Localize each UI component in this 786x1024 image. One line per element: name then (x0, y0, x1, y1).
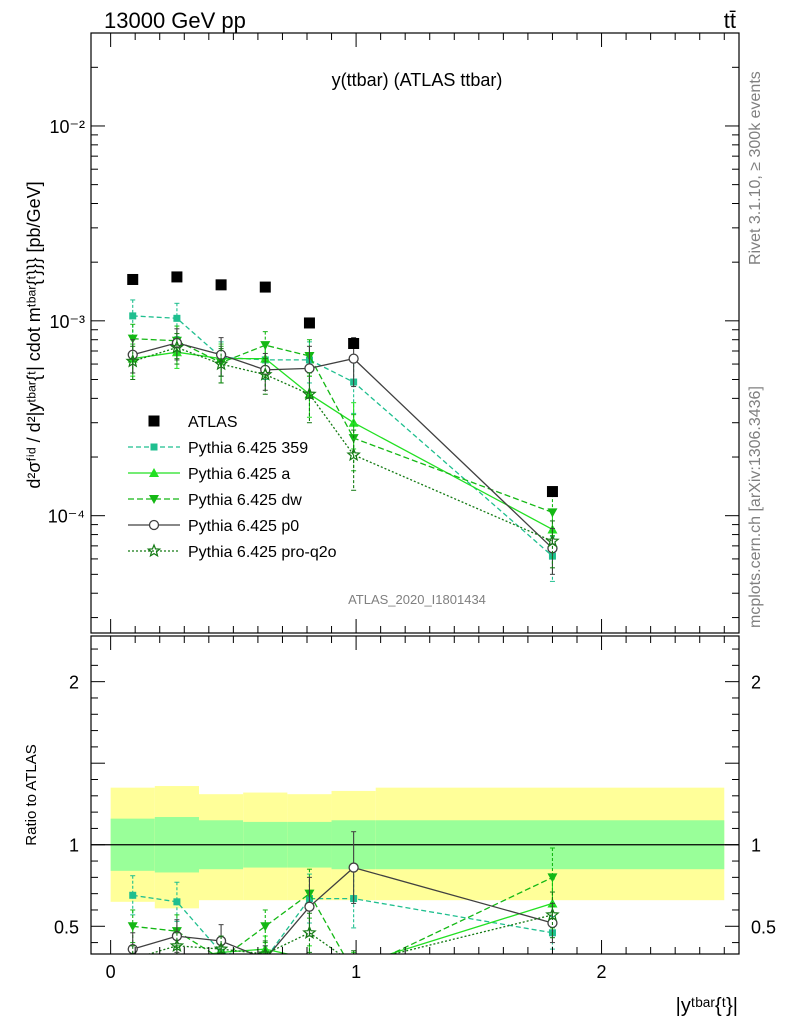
ratio-point (547, 873, 558, 883)
x-tick-label: 2 (597, 962, 607, 982)
y-tick-label: 10⁻³ (49, 312, 85, 332)
main-plot-frame (90, 32, 740, 634)
ratio-point (176, 953, 177, 954)
legend-label: Pythia 6.425 359 (188, 440, 308, 457)
mc-point (348, 353, 359, 364)
ratio-line-4 (146, 914, 553, 954)
ratio-point (304, 901, 315, 912)
ratio-point (348, 862, 359, 873)
mcplots-label: mcplots.cern.ch [arXiv:1306.3436] (747, 386, 764, 628)
header-final-state-label: tt̄ (724, 8, 736, 33)
ratio-point (262, 955, 269, 962)
ratio-point (127, 922, 138, 932)
legend: ATLAS Pythia 6.425 359 Pythia 6.425 a Pythi… (128, 414, 337, 561)
legend-label: Pythia 6.425 pro-q2o (188, 544, 337, 561)
y-tick-label: 10⁻⁴ (48, 507, 85, 527)
x-axis-label: |yᵗᵇᵃʳ{ᵗ}| (676, 995, 738, 1017)
legend-marker (149, 468, 159, 477)
main-plot-panel: 10⁻⁴ 10⁻³ 10⁻² y(ttbar) (ATLAS ttbar) ATLA… (24, 32, 740, 634)
legend-label: Pythia 6.425 dw (188, 492, 302, 509)
mc-point (302, 386, 317, 401)
ratio-plot-panel: 0.5 0.5 1 1 2 2 0 1 2 Ratio to ATLAS |yᵗᵇᵃʳ{ᵗ}| (23, 635, 776, 1017)
analysis-watermark: ATLAS_2020_I1801434 (348, 592, 486, 607)
ratio-y-tick-label-right: 1 (751, 836, 761, 856)
legend-label: Pythia 6.425 p0 (188, 518, 299, 535)
ratio-point (545, 907, 560, 922)
atlas-data-point (215, 279, 227, 291)
ratio-point (302, 925, 317, 939)
atlas-data-point (127, 273, 139, 285)
atlas-data-point (303, 317, 315, 329)
legend-marker (148, 519, 160, 531)
mc-point (173, 314, 181, 322)
atlas-data-point (171, 271, 183, 283)
ratio-point (169, 938, 185, 953)
header-process-label: 13000 GeV pp (104, 8, 246, 33)
ratio-y-tick-label: 0.5 (54, 917, 79, 937)
ratio-line-1 (205, 902, 553, 954)
legend-marker (146, 543, 162, 558)
ratio-y-tick-label: 1 (69, 836, 79, 856)
x-tick-label: 1 (351, 962, 361, 982)
plot-title: y(ttbar) (ATLAS ttbar) (332, 70, 503, 90)
mc-point (125, 353, 140, 368)
y-tick-label: 10⁻² (49, 117, 85, 137)
mc-point (213, 356, 229, 371)
mc-point (260, 341, 271, 351)
legend-marker (148, 415, 160, 427)
ratio-point (128, 959, 138, 968)
legend-marker (149, 495, 159, 504)
mc-point (129, 312, 137, 320)
ratio-point (309, 953, 310, 954)
legend-label: ATLAS (188, 414, 238, 431)
legend-marker (150, 443, 158, 451)
ratio-y-tick-label-right: 2 (751, 673, 761, 693)
rivet-version-label: Rivet 3.1.10, ≥ 300k events (747, 71, 764, 265)
mc-point (127, 334, 138, 344)
mc-point (169, 339, 185, 354)
mc-point (304, 363, 315, 374)
ratio-plot-frame (90, 635, 740, 955)
atlas-data-point (546, 486, 558, 498)
mc-point (258, 366, 273, 381)
ratio-y-tick-label-right: 0.5 (751, 917, 776, 937)
ratio-point (258, 946, 273, 954)
ratio-point (129, 891, 137, 899)
ratio-point (173, 898, 181, 906)
mc-point (346, 447, 361, 462)
ratio-point (260, 922, 271, 932)
ratio-point (216, 955, 226, 964)
atlas-data-point (259, 281, 271, 293)
ratio-y-tick-label: 2 (69, 673, 79, 693)
x-tick-label: 0 (106, 962, 116, 982)
legend-label: Pythia 6.425 a (188, 466, 290, 483)
atlas-data-point (348, 337, 360, 349)
mc-point (547, 508, 558, 518)
ratio-y-axis-label: Ratio to ATLAS (23, 744, 40, 845)
ratio-point (213, 941, 229, 954)
y-axis-label: d²σᶠⁱᵈ / d²|yᵗᵇᵃʳ{ᵗ| cdot mᵗᵇᵃʳ{ᵗ}}} [pb… (24, 181, 44, 488)
ratio-point (263, 953, 267, 954)
mc-point (348, 434, 359, 444)
mc-point (545, 533, 560, 548)
